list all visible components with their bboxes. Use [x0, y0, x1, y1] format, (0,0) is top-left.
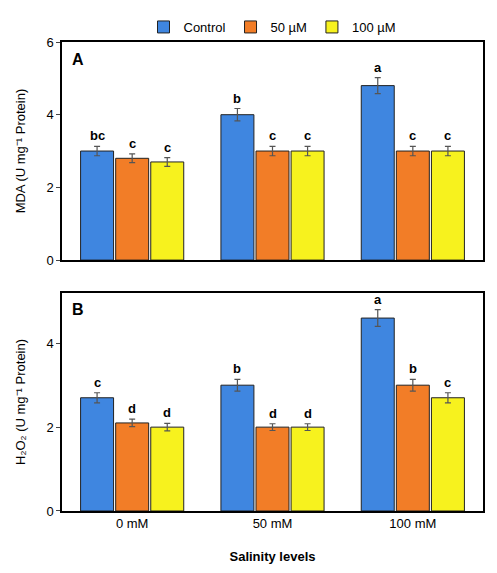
- svg-text:d: d: [128, 401, 136, 416]
- svg-text:0: 0: [46, 504, 53, 519]
- svg-text:c: c: [304, 128, 311, 143]
- svg-text:2: 2: [46, 180, 53, 195]
- svg-text:100 mM: 100 mM: [389, 516, 436, 531]
- svg-text:MDA (U mg⁻¹ Protein): MDA (U mg⁻¹ Protein): [14, 89, 29, 214]
- svg-text:a: a: [374, 292, 382, 307]
- svg-text:Control: Control: [184, 20, 226, 35]
- svg-text:H₂O₂ (U mg⁻¹ Protein): H₂O₂ (U mg⁻¹ Protein): [14, 339, 29, 465]
- svg-text:B: B: [72, 301, 84, 318]
- svg-text:c: c: [444, 128, 451, 143]
- svg-text:0 mM: 0 mM: [116, 516, 149, 531]
- svg-text:6: 6: [46, 35, 53, 50]
- svg-text:0: 0: [46, 253, 53, 268]
- svg-text:c: c: [94, 375, 101, 390]
- svg-text:2: 2: [46, 420, 53, 435]
- svg-text:Salinity levels: Salinity levels: [230, 549, 316, 564]
- svg-text:c: c: [164, 140, 171, 155]
- svg-text:b: b: [409, 361, 417, 376]
- svg-text:50 mM: 50 mM: [253, 516, 293, 531]
- svg-text:a: a: [374, 60, 382, 75]
- svg-text:d: d: [163, 405, 171, 420]
- svg-text:c: c: [129, 136, 136, 151]
- svg-text:4: 4: [46, 107, 53, 122]
- svg-text:4: 4: [46, 336, 53, 351]
- svg-text:bc: bc: [90, 128, 105, 143]
- svg-text:100 µM: 100 µM: [352, 20, 396, 35]
- svg-text:50 µM: 50 µM: [271, 20, 307, 35]
- svg-text:d: d: [269, 406, 277, 421]
- svg-text:b: b: [233, 91, 241, 106]
- svg-text:c: c: [444, 375, 451, 390]
- svg-text:c: c: [269, 128, 276, 143]
- svg-text:A: A: [72, 51, 84, 68]
- svg-text:d: d: [304, 406, 312, 421]
- svg-text:c: c: [409, 128, 416, 143]
- svg-text:b: b: [233, 361, 241, 376]
